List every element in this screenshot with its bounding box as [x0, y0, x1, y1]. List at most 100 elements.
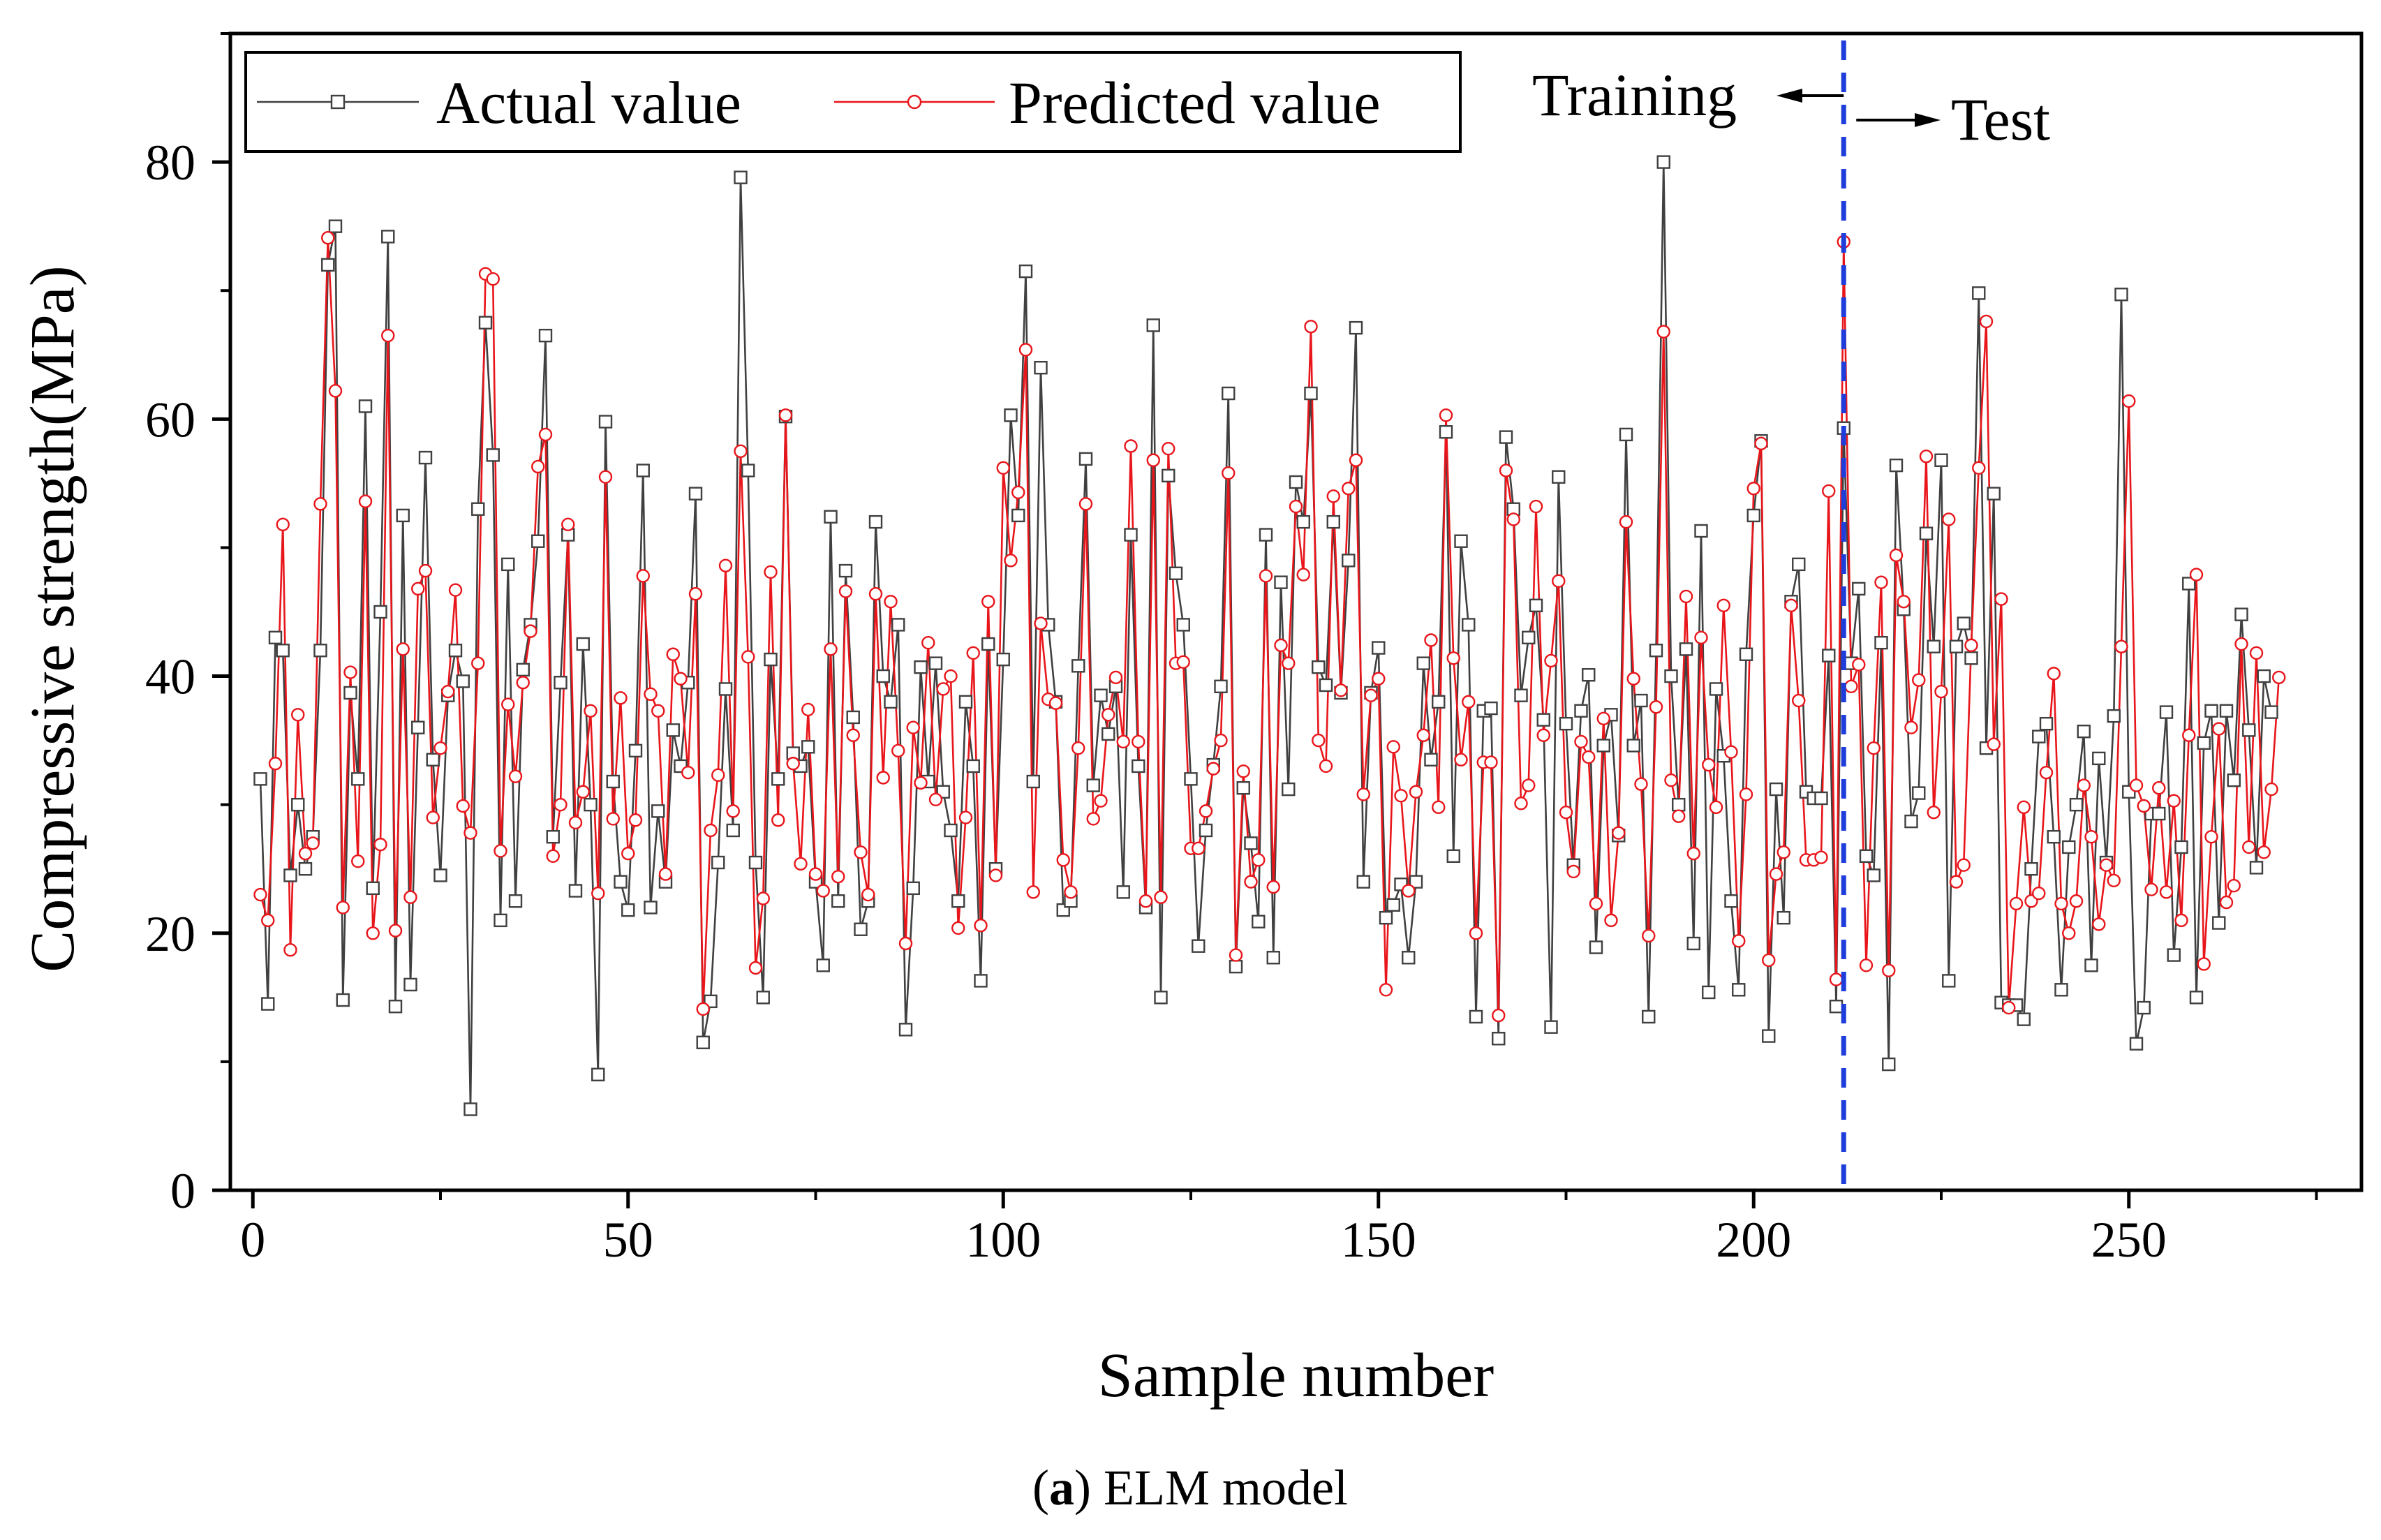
- actual-point: [1162, 468, 1175, 483]
- actual-point: [403, 977, 417, 992]
- predicted-point: [1852, 658, 1866, 672]
- predicted-point: [471, 656, 485, 670]
- actual-point: [1867, 868, 1881, 882]
- actual-point: [1559, 716, 1573, 731]
- predicted-point: [891, 743, 905, 758]
- actual-point: [546, 829, 560, 844]
- actual-point: [1372, 641, 1386, 655]
- predicted-point: [958, 810, 973, 824]
- predicted-point: [1552, 574, 1566, 588]
- actual-point: [1762, 1029, 1776, 1043]
- predicted-point: [598, 470, 613, 484]
- predicted-point: [2167, 794, 2181, 808]
- actual-point: [1574, 704, 1588, 718]
- actual-point: [1499, 430, 1513, 444]
- predicted-point: [2009, 896, 2024, 911]
- actual-point: [1169, 566, 1183, 580]
- predicted-point: [831, 870, 845, 884]
- predicted-point: [1694, 630, 1708, 645]
- actual-point: [1011, 508, 1025, 523]
- predicted-point: [1349, 453, 1363, 467]
- actual-point: [486, 448, 500, 462]
- actual-point: [283, 868, 297, 882]
- predicted-point: [1754, 436, 1768, 451]
- actual-point: [1326, 514, 1340, 529]
- predicted-point: [441, 684, 455, 699]
- predicted-point: [1642, 928, 1656, 943]
- predicted-point: [651, 704, 665, 718]
- predicted-point: [1942, 512, 1956, 526]
- predicted-point: [1372, 672, 1386, 686]
- actual-point: [568, 884, 583, 898]
- predicted-point: [381, 328, 395, 343]
- actual-point: [1319, 678, 1333, 693]
- predicted-point: [816, 884, 830, 898]
- actual-point: [831, 894, 845, 908]
- predicted-point: [1334, 683, 1348, 697]
- predicted-point: [1326, 489, 1340, 503]
- actual-point: [554, 676, 568, 690]
- predicted-point: [764, 565, 778, 579]
- actual-point: [1619, 427, 1633, 442]
- actual-point: [1596, 739, 1610, 753]
- predicted-point: [1514, 797, 1528, 810]
- predicted-point: [2219, 895, 2234, 910]
- predicted-point: [688, 587, 703, 601]
- predicted-point: [1972, 461, 1986, 475]
- predicted-point: [606, 812, 620, 826]
- actual-point: [606, 774, 620, 789]
- predicted-point: [966, 646, 980, 660]
- actual-point: [1829, 1000, 1844, 1014]
- actual-point: [463, 1102, 477, 1116]
- plot-frame: [228, 31, 2364, 1192]
- actual-point: [1889, 458, 1904, 473]
- predicted-point: [2159, 885, 2174, 899]
- predicted-point: [1026, 885, 1040, 899]
- actual-point: [321, 258, 335, 272]
- x-tick-label: 250: [2091, 1212, 2167, 1268]
- actual-point: [974, 974, 988, 988]
- actual-point: [816, 958, 830, 972]
- actual-point: [1086, 778, 1100, 792]
- predicted-point: [1994, 592, 2008, 606]
- predicted-point: [1402, 884, 1416, 898]
- predicted-point: [2144, 882, 2158, 896]
- predicted-point: [418, 563, 433, 578]
- predicted-point: [1386, 740, 1400, 754]
- actual-point: [2054, 983, 2068, 997]
- predicted-point: [2204, 829, 2218, 844]
- predicted-point: [1656, 325, 1670, 339]
- predicted-point: [366, 926, 380, 940]
- actual-point: [1289, 475, 1303, 489]
- predicted-point: [1792, 693, 1806, 708]
- actual-point: [1229, 959, 1243, 974]
- predicted-point: [1266, 880, 1280, 894]
- annotation-group: Training Test: [1532, 40, 2050, 1190]
- actual-point: [396, 508, 410, 523]
- y-tick-label: 40: [145, 649, 195, 705]
- predicted-point: [2099, 858, 2114, 872]
- predicted-point: [1469, 926, 1483, 940]
- actual-point: [1746, 508, 1760, 523]
- actual-point: [1154, 991, 1168, 1005]
- actual-point: [1124, 528, 1138, 542]
- training-arrow-head: [1777, 89, 1802, 103]
- actual-point: [1649, 644, 1663, 658]
- predicted-point: [718, 558, 733, 572]
- actual-point: [1792, 557, 1806, 572]
- actual-point: [298, 862, 313, 876]
- predicted-point: [921, 635, 935, 650]
- predicted-point: [868, 587, 883, 601]
- actual-point: [876, 669, 890, 683]
- actual-point: [584, 797, 598, 812]
- actual-point: [771, 772, 785, 786]
- predicted-point: [2137, 799, 2151, 813]
- predicted-point: [2114, 639, 2128, 653]
- actual-point: [966, 759, 980, 773]
- predicted-point: [463, 826, 477, 840]
- predicted-point: [2152, 781, 2166, 795]
- actual-point: [501, 557, 515, 572]
- actual-point: [636, 464, 650, 477]
- predicted-point: [1064, 885, 1078, 899]
- predicted-point: [524, 624, 537, 638]
